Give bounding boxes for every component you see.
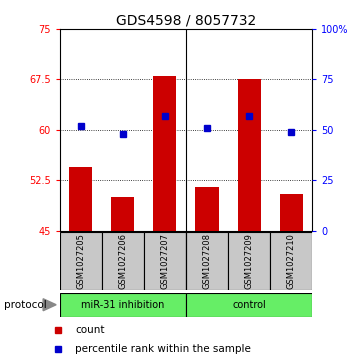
Text: control: control <box>232 300 266 310</box>
Text: protocol: protocol <box>4 300 46 310</box>
Bar <box>153 76 177 231</box>
Text: GSM1027210: GSM1027210 <box>287 233 296 289</box>
Text: GSM1027206: GSM1027206 <box>118 233 127 289</box>
Bar <box>238 79 261 231</box>
Bar <box>270 232 312 290</box>
Text: GSM1027205: GSM1027205 <box>76 233 85 289</box>
Bar <box>144 232 186 290</box>
Bar <box>69 167 92 231</box>
Bar <box>60 232 102 290</box>
Bar <box>102 232 144 290</box>
Text: percentile rank within the sample: percentile rank within the sample <box>75 344 251 355</box>
Bar <box>280 193 303 231</box>
Bar <box>186 232 228 290</box>
Text: miR-31 inhibition: miR-31 inhibition <box>81 300 164 310</box>
Bar <box>60 293 186 317</box>
Bar <box>186 293 312 317</box>
Title: GDS4598 / 8057732: GDS4598 / 8057732 <box>116 14 256 28</box>
Text: GSM1027208: GSM1027208 <box>203 233 212 289</box>
Bar <box>228 232 270 290</box>
Text: count: count <box>75 325 105 335</box>
Text: GSM1027209: GSM1027209 <box>245 233 253 289</box>
Polygon shape <box>43 299 56 311</box>
Bar <box>195 187 218 231</box>
Bar <box>111 197 134 231</box>
Text: GSM1027207: GSM1027207 <box>160 233 169 289</box>
